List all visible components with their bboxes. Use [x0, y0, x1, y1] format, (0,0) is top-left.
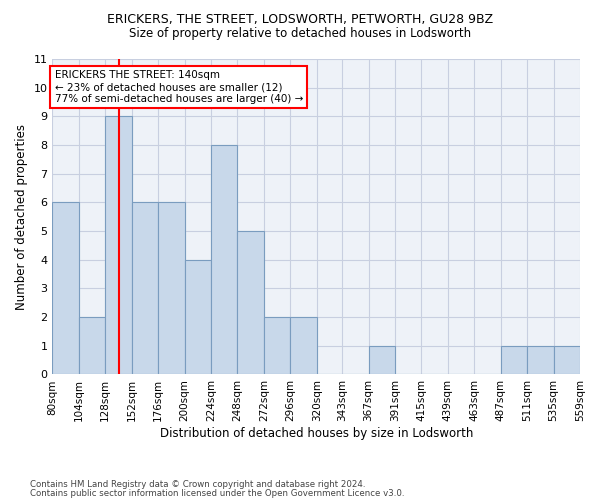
Text: ERICKERS, THE STREET, LODSWORTH, PETWORTH, GU28 9BZ: ERICKERS, THE STREET, LODSWORTH, PETWORT… [107, 12, 493, 26]
Bar [264, 317, 290, 374]
Bar [132, 202, 158, 374]
Text: Contains HM Land Registry data © Crown copyright and database right 2024.: Contains HM Land Registry data © Crown c… [30, 480, 365, 489]
Bar [238, 231, 264, 374]
Bar [554, 346, 580, 374]
Bar [158, 202, 185, 374]
X-axis label: Distribution of detached houses by size in Lodsworth: Distribution of detached houses by size … [160, 427, 473, 440]
Bar [185, 260, 211, 374]
Y-axis label: Number of detached properties: Number of detached properties [15, 124, 28, 310]
Text: Contains public sector information licensed under the Open Government Licence v3: Contains public sector information licen… [30, 489, 404, 498]
Bar [290, 317, 317, 374]
Text: Size of property relative to detached houses in Lodsworth: Size of property relative to detached ho… [129, 28, 471, 40]
Bar [52, 202, 79, 374]
Text: ERICKERS THE STREET: 140sqm
← 23% of detached houses are smaller (12)
77% of sem: ERICKERS THE STREET: 140sqm ← 23% of det… [55, 70, 303, 104]
Bar [368, 346, 395, 374]
Bar [500, 346, 527, 374]
Bar [79, 317, 105, 374]
Bar [527, 346, 554, 374]
Bar [105, 116, 132, 374]
Bar [211, 145, 238, 374]
